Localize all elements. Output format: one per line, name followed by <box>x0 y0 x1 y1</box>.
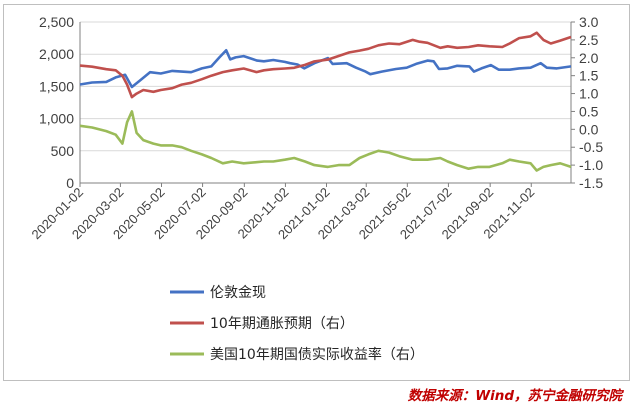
y-left-tick-label: 0 <box>66 175 74 191</box>
legend: 伦敦金现 10年期通胀预期（右） 美国10年期国债实际收益率（右） <box>170 285 424 363</box>
y-right-tick-label: 0.5 <box>579 103 599 119</box>
y-left-tick-label: 2,000 <box>39 46 74 62</box>
y-left-tick-label: 1,500 <box>39 78 74 94</box>
legend-label: 10年期通胀预期（右） <box>210 316 354 332</box>
axes: 0 500 1,000 1,500 2,000 2,500 -1.5 -1.0 -0.5 0.0 0… <box>28 14 603 242</box>
y-right-tick-label: 3.0 <box>579 14 599 30</box>
y-right-tick-label: -1.0 <box>579 157 603 173</box>
legend-label: 伦敦金现 <box>210 285 266 301</box>
y-left-tick-label: 2,500 <box>39 14 74 30</box>
chart-frame <box>3 4 630 381</box>
gridlines <box>80 21 571 152</box>
y-right-tick-label: 1.5 <box>579 68 599 84</box>
y-right-tick-label: 2.5 <box>579 32 599 48</box>
series-lines <box>79 31 572 172</box>
series-line <box>79 31 572 99</box>
y-right-tick-label: -1.5 <box>579 175 603 191</box>
y-right-tick-label: 0.0 <box>579 121 599 137</box>
y-right-tick-label: 1.0 <box>579 86 599 102</box>
y-left-tick-label: 500 <box>51 143 75 159</box>
y-right-tick-label: 2.0 <box>579 50 599 66</box>
series-line <box>79 110 572 172</box>
y-left-tick-label: 1,000 <box>39 111 74 127</box>
series-line <box>79 48 572 89</box>
legend-label: 美国10年期国债实际收益率（右） <box>210 346 424 363</box>
y-right-tick-label: -0.5 <box>579 139 603 155</box>
source-note: 数据来源：Wind，苏宁金融研究院 <box>407 388 622 404</box>
